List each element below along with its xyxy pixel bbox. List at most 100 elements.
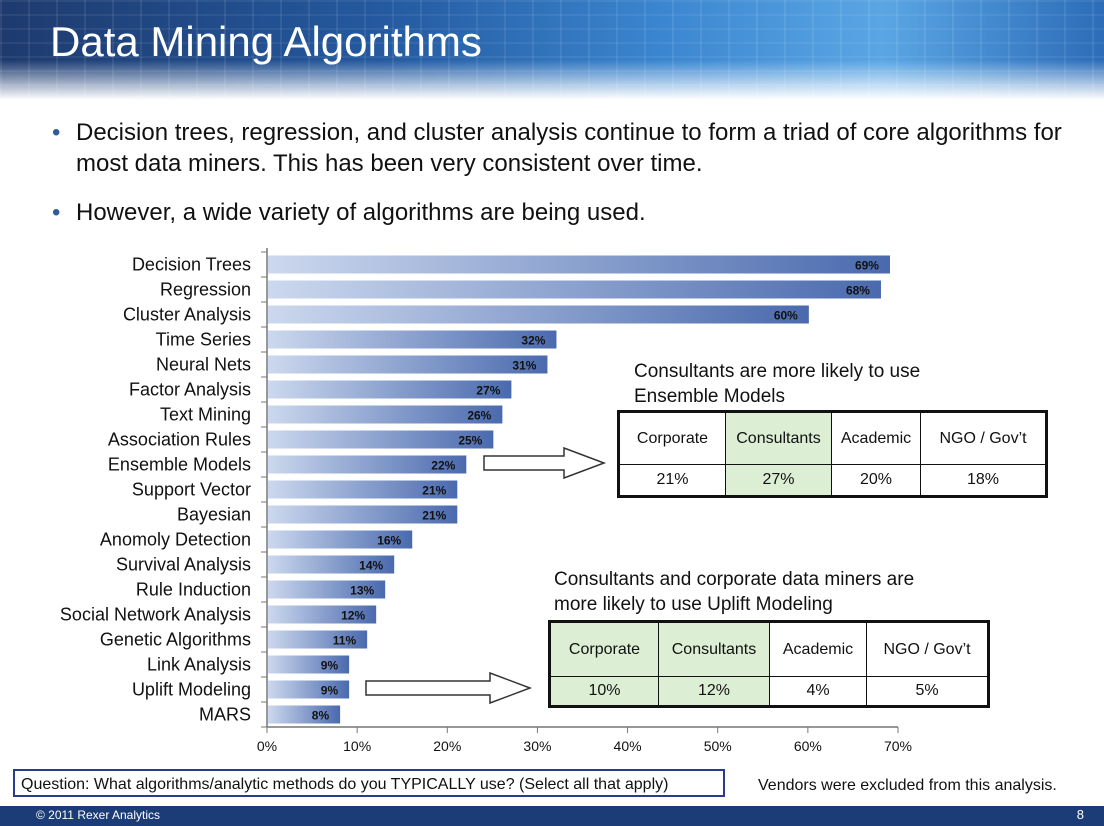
bar bbox=[268, 655, 350, 674]
table-cell: 27% bbox=[725, 464, 832, 497]
table-row: 21% 27% 20% 18% bbox=[618, 464, 1047, 497]
bullet-icon: • bbox=[52, 119, 61, 146]
x-tick-label: 40% bbox=[614, 738, 642, 754]
algorithms-bar-chart: 0% 10% 20% 30% 40% 50% 60% 70% Decision Trees 69%… bbox=[60, 248, 912, 754]
table-row: 10% 12% 4% 5% bbox=[549, 676, 989, 707]
table-cell: 12% bbox=[658, 676, 770, 707]
page-title: Data Mining Algorithms bbox=[50, 18, 482, 65]
footer-bar: © 2011 Rexer Analytics 8 bbox=[0, 806, 1104, 826]
table-header-cell: Consultants bbox=[725, 411, 832, 465]
data-label: 26% bbox=[467, 409, 491, 423]
callout-heading-line: Ensemble Models bbox=[634, 386, 786, 407]
data-label: 60% bbox=[774, 309, 798, 323]
callout-heading-line: more likely to use Uplift Modeling bbox=[554, 594, 833, 615]
category-label: Genetic Algorithms bbox=[100, 630, 251, 650]
category-label: Neural Nets bbox=[156, 355, 251, 375]
table-header-cell: Corporate bbox=[549, 621, 659, 677]
table-cell: 4% bbox=[769, 676, 867, 707]
data-label: 21% bbox=[422, 509, 446, 523]
bar bbox=[268, 555, 395, 574]
survey-question-box: Question: What algorithms/analytic metho… bbox=[13, 769, 725, 797]
category-label: Rule Induction bbox=[136, 580, 251, 600]
bar bbox=[268, 530, 413, 549]
category-label: MARS bbox=[199, 705, 251, 725]
arrow-icon bbox=[483, 446, 607, 480]
x-tick-label: 60% bbox=[794, 738, 822, 754]
category-label: Ensemble Models bbox=[108, 455, 251, 475]
data-label: 9% bbox=[321, 659, 339, 673]
data-label: 12% bbox=[341, 609, 365, 623]
data-label: 11% bbox=[333, 634, 357, 648]
category-label: Uplift Modeling bbox=[132, 680, 251, 700]
data-label: 14% bbox=[359, 559, 383, 573]
data-label: 22% bbox=[431, 459, 455, 473]
category-label: Link Analysis bbox=[147, 655, 251, 675]
callout-ensemble-heading: Consultants are more likely to use Ensem… bbox=[634, 359, 920, 409]
callout-uplift-table: Corporate Consultants Academic NGO / Gov… bbox=[548, 620, 990, 708]
category-label: Anomoly Detection bbox=[100, 530, 251, 550]
bar bbox=[268, 305, 809, 324]
bar bbox=[268, 630, 368, 649]
category-label: Social Network Analysis bbox=[60, 605, 251, 625]
x-tick-label: 70% bbox=[884, 738, 912, 754]
data-label: 27% bbox=[476, 384, 500, 398]
callout-heading-line: Consultants and corporate data miners ar… bbox=[554, 569, 915, 590]
data-label: 8% bbox=[312, 709, 330, 723]
x-tick-label: 50% bbox=[704, 738, 732, 754]
data-label: 9% bbox=[321, 684, 339, 698]
bar bbox=[268, 355, 548, 374]
bullet-text: However, a wide variety of algorithms ar… bbox=[76, 199, 646, 226]
callout-uplift-heading: Consultants and corporate data miners ar… bbox=[554, 567, 914, 617]
bar bbox=[268, 380, 512, 399]
bar bbox=[268, 330, 557, 349]
category-label: Support Vector bbox=[132, 480, 251, 500]
bullet-list: • Decision trees, regression, and cluster… bbox=[52, 117, 1072, 246]
bar bbox=[268, 280, 881, 299]
callout-ensemble-table: Corporate Consultants Academic NGO / Gov… bbox=[617, 410, 1048, 498]
table-header-cell: NGO / Gov’t bbox=[920, 411, 1047, 465]
category-label: Time Series bbox=[156, 330, 251, 350]
x-tick-label: 20% bbox=[433, 738, 461, 754]
bar bbox=[268, 255, 890, 274]
x-tick-label: 0% bbox=[257, 738, 277, 754]
bar bbox=[268, 405, 503, 424]
x-tick-label: 10% bbox=[343, 738, 371, 754]
bullet-item: • Decision trees, regression, and cluster… bbox=[52, 117, 1072, 179]
table-cell: 18% bbox=[920, 464, 1047, 497]
bullet-text: Decision trees, regression, and cluster … bbox=[76, 119, 1062, 177]
data-label: 13% bbox=[350, 584, 374, 598]
category-label: Survival Analysis bbox=[116, 555, 251, 575]
category-label: Bayesian bbox=[177, 505, 251, 525]
data-label: 25% bbox=[458, 434, 482, 448]
callout-heading-line: Consultants are more likely to use bbox=[634, 361, 921, 382]
bar bbox=[268, 480, 458, 499]
table-header-cell: Academic bbox=[769, 621, 867, 677]
data-label: 16% bbox=[377, 534, 401, 548]
data-label: 32% bbox=[521, 334, 545, 348]
category-label: Regression bbox=[160, 280, 251, 300]
table-cell: 5% bbox=[866, 676, 989, 707]
category-label: Factor Analysis bbox=[129, 380, 251, 400]
bar bbox=[268, 705, 341, 724]
table-cell: 21% bbox=[618, 464, 726, 497]
title-banner bbox=[0, 0, 1104, 100]
bar bbox=[268, 505, 458, 524]
arrow-icon bbox=[365, 671, 533, 705]
table-cell: 20% bbox=[831, 464, 921, 497]
table-header-cell: Corporate bbox=[618, 411, 726, 465]
data-label: 69% bbox=[855, 259, 879, 273]
data-label: 31% bbox=[512, 359, 536, 373]
bar bbox=[268, 680, 350, 699]
table-header-row: Corporate Consultants Academic NGO / Gov… bbox=[618, 411, 1047, 465]
bullet-item: • However, a wide variety of algorithms a… bbox=[52, 197, 1072, 228]
vendors-note: Vendors were excluded from this analysis… bbox=[758, 777, 1057, 794]
data-label: 68% bbox=[846, 284, 870, 298]
category-label: Text Mining bbox=[160, 405, 251, 425]
bar bbox=[268, 605, 377, 624]
category-label: Cluster Analysis bbox=[123, 305, 251, 325]
x-tick-label: 30% bbox=[523, 738, 551, 754]
data-label: 21% bbox=[422, 484, 446, 498]
category-label: Association Rules bbox=[108, 430, 251, 450]
copyright-text: © 2011 Rexer Analytics bbox=[36, 808, 161, 822]
page-number: 8 bbox=[1076, 807, 1084, 822]
